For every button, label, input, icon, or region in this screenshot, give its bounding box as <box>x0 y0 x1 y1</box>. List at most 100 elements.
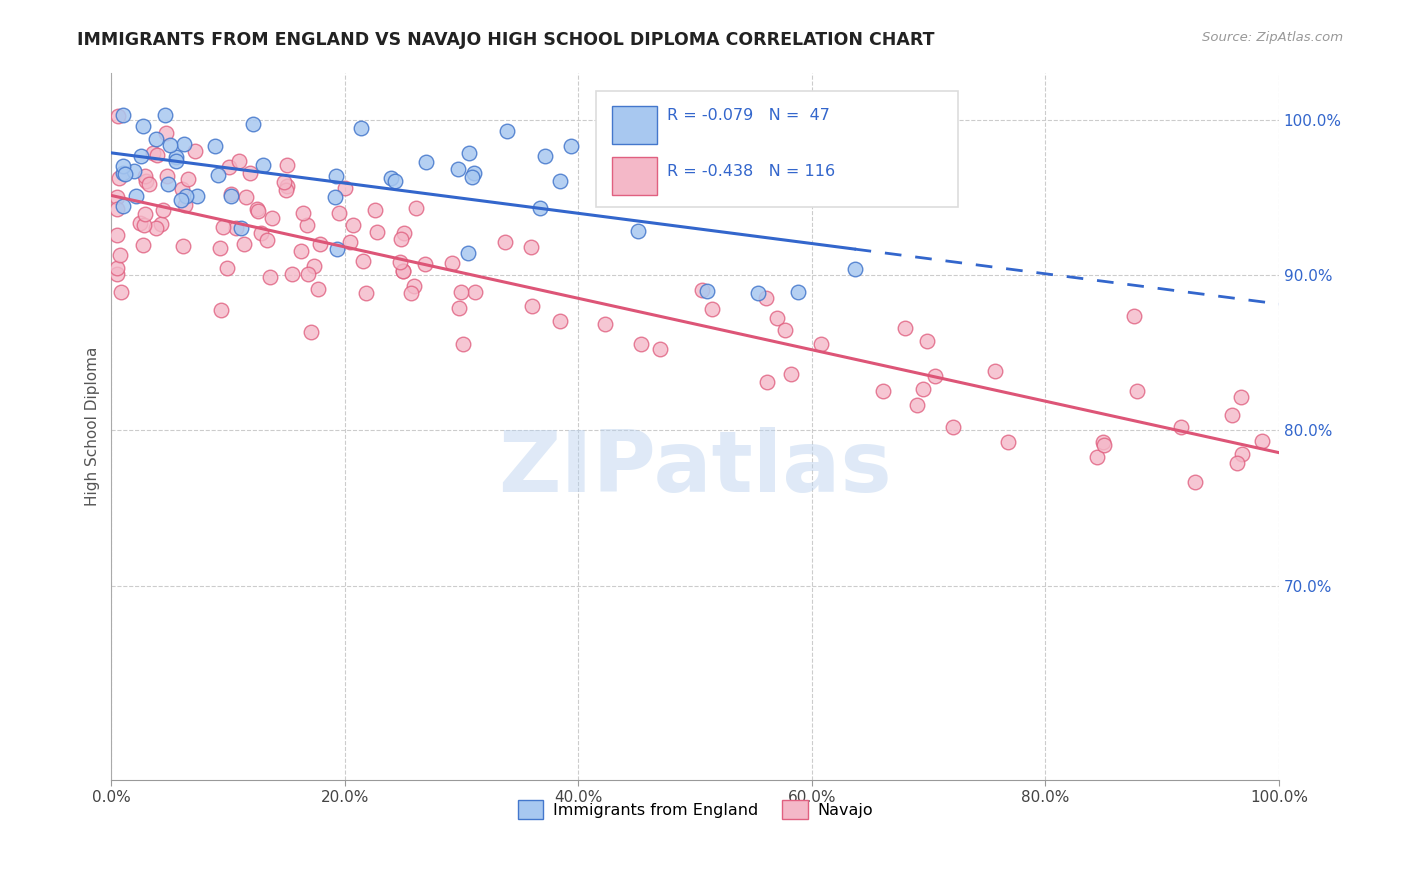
Point <box>165 153 187 168</box>
Point <box>984 364 1007 378</box>
Point <box>413 257 436 271</box>
Point <box>464 285 486 299</box>
Point <box>169 193 191 207</box>
Point <box>173 198 195 212</box>
Point <box>129 149 152 163</box>
Point <box>405 202 427 216</box>
Point <box>212 219 235 234</box>
Point <box>399 285 422 300</box>
Point <box>221 188 243 202</box>
Point <box>256 233 278 247</box>
Point <box>648 342 671 356</box>
Point <box>810 337 832 351</box>
Point <box>1184 475 1206 490</box>
Point <box>134 169 156 183</box>
Point <box>872 384 894 399</box>
Point <box>281 267 304 281</box>
Legend: Immigrants from England, Navajo: Immigrants from England, Navajo <box>512 794 879 825</box>
Point <box>138 177 160 191</box>
Point <box>152 203 174 218</box>
Point <box>229 220 252 235</box>
Point <box>756 376 779 390</box>
Point <box>273 175 295 189</box>
Point <box>384 173 406 187</box>
Point <box>150 217 173 231</box>
Point <box>449 301 471 315</box>
Point <box>135 174 157 188</box>
Point <box>463 166 485 180</box>
Point <box>366 225 388 239</box>
Point <box>177 172 200 186</box>
Point <box>893 321 915 335</box>
Point <box>457 146 479 161</box>
Point <box>380 171 402 186</box>
FancyBboxPatch shape <box>612 106 657 145</box>
Point <box>1226 456 1249 470</box>
Point <box>451 336 474 351</box>
Point <box>997 435 1019 450</box>
Text: ZIPatlas: ZIPatlas <box>498 427 891 510</box>
Point <box>1230 447 1253 461</box>
Point <box>112 166 135 180</box>
Point <box>779 368 801 382</box>
Point <box>165 150 187 164</box>
Point <box>122 164 145 178</box>
Point <box>690 283 713 297</box>
Point <box>172 239 194 253</box>
Point <box>494 235 516 249</box>
Point <box>114 167 136 181</box>
Point <box>595 317 617 331</box>
Point <box>146 147 169 161</box>
Point <box>461 169 484 184</box>
Point <box>219 187 242 202</box>
Point <box>924 368 946 383</box>
Point <box>450 285 472 300</box>
FancyBboxPatch shape <box>612 157 657 195</box>
Point <box>335 180 357 194</box>
Point <box>260 211 283 225</box>
Point <box>129 216 152 230</box>
Point <box>174 188 197 202</box>
Point <box>170 182 193 196</box>
Point <box>747 286 769 301</box>
Point <box>132 237 155 252</box>
Point <box>392 264 415 278</box>
Point <box>252 158 274 172</box>
Point <box>773 323 796 337</box>
Point <box>350 121 373 136</box>
Point <box>915 334 938 349</box>
Point <box>529 201 551 215</box>
Point <box>145 221 167 235</box>
Text: R = -0.079   N =  47: R = -0.079 N = 47 <box>668 108 830 123</box>
Point <box>392 226 415 240</box>
Point <box>1250 434 1272 448</box>
Point <box>295 218 318 232</box>
Point <box>105 260 128 275</box>
Point <box>105 202 128 216</box>
Point <box>112 108 135 122</box>
Point <box>246 202 269 217</box>
Point <box>328 206 350 220</box>
Point <box>247 203 270 218</box>
Point <box>208 241 231 255</box>
Point <box>1222 408 1244 422</box>
Point <box>627 224 650 238</box>
Point <box>364 202 387 217</box>
Point <box>134 207 156 221</box>
Point <box>290 244 312 258</box>
Y-axis label: High School Diploma: High School Diploma <box>86 347 100 506</box>
Point <box>159 137 181 152</box>
Point <box>696 284 718 298</box>
Point <box>912 382 935 396</box>
Point <box>404 279 426 293</box>
Text: IMMIGRANTS FROM ENGLAND VS NAVAJO HIGH SCHOOL DIPLOMA CORRELATION CHART: IMMIGRANTS FROM ENGLAND VS NAVAJO HIGH S… <box>77 31 935 49</box>
Point <box>339 235 361 250</box>
Point <box>560 139 582 153</box>
Point <box>105 267 128 281</box>
Point <box>520 299 543 313</box>
Point <box>142 145 165 160</box>
Point <box>204 139 226 153</box>
Point <box>242 117 264 131</box>
Point <box>389 232 412 246</box>
Point <box>233 237 256 252</box>
